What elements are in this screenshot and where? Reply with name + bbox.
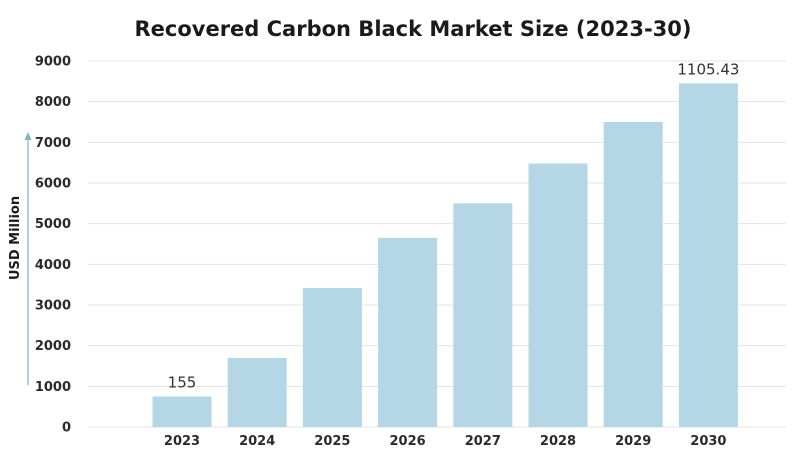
y-axis-title: USD Million [8, 132, 32, 385]
data-label-2030: 1105.43 [677, 60, 739, 78]
y-axis-ticks: 0 1000 2000 3000 4000 5000 6000 7000 8000 9000 [35, 55, 71, 436]
y-tick-label: 9000 [35, 55, 71, 70]
y-tick-label: 8000 [35, 95, 71, 110]
y-tick-label: 4000 [35, 258, 71, 273]
y-tick-label: 1000 [35, 380, 71, 395]
y-axis-label: USD Million [8, 196, 23, 280]
x-tick-label: 2024 [239, 434, 275, 449]
y-tick-label: 0 [62, 421, 71, 436]
data-label-2023: 155 [168, 374, 197, 392]
y-tick-label: 2000 [35, 339, 71, 354]
bar-2024 [227, 357, 287, 427]
y-tick-label: 5000 [35, 217, 71, 232]
y-axis-arrow-head [24, 132, 32, 140]
x-tick-label: 2030 [690, 434, 726, 449]
x-tick-label: 2027 [465, 434, 501, 449]
x-tick-label: 2026 [390, 434, 426, 449]
y-tick-label: 7000 [35, 136, 71, 151]
y-tick-label: 3000 [35, 299, 71, 314]
chart-title: Recovered Carbon Black Market Size (2023… [134, 17, 691, 41]
bar-2028 [528, 163, 588, 428]
bar-2026 [378, 237, 438, 427]
bar-2029 [603, 122, 663, 427]
x-tick-label: 2029 [615, 434, 651, 449]
bar-2023 [152, 396, 212, 427]
y-tick-label: 6000 [35, 177, 71, 192]
x-tick-label: 2028 [540, 434, 576, 449]
bar-2030 [678, 83, 738, 427]
data-labels: 155 1105.43 [168, 60, 740, 391]
x-axis-ticks: 2023 2024 2025 2026 2027 2028 2029 2030 [164, 434, 727, 449]
bars [152, 83, 738, 428]
bar-2027 [453, 203, 513, 427]
bar-2025 [302, 287, 362, 427]
x-tick-label: 2025 [314, 434, 350, 449]
x-tick-label: 2023 [164, 434, 200, 449]
